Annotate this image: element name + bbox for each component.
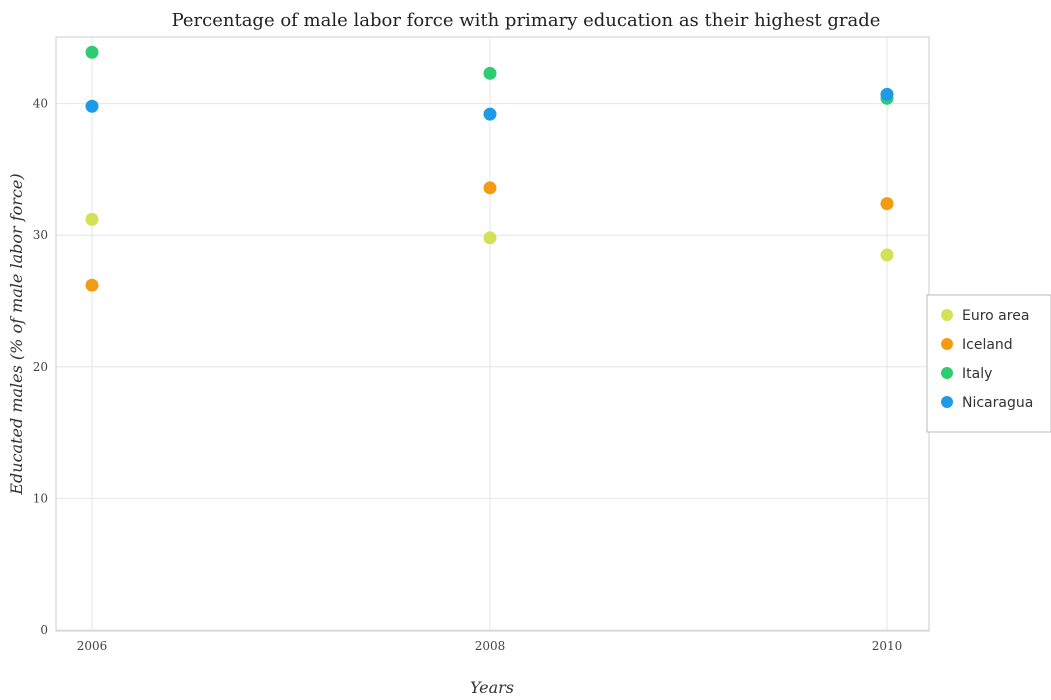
data-point bbox=[483, 107, 497, 121]
data-point bbox=[483, 181, 497, 195]
x-axis-ticks: 2006 2008 2010 bbox=[77, 639, 903, 653]
data-point bbox=[85, 278, 99, 292]
legend-label: Euro area bbox=[962, 308, 1029, 324]
series-euro-area bbox=[85, 212, 894, 262]
y-tick-label: 10 bbox=[33, 491, 48, 505]
legend-marker bbox=[941, 309, 953, 321]
chart-title: Percentage of male labor force with prim… bbox=[172, 10, 881, 31]
data-point bbox=[880, 248, 894, 262]
y-axis-label: Educated males (% of male labor force) bbox=[7, 173, 26, 495]
data-point bbox=[880, 87, 894, 101]
series-nicaragua bbox=[85, 87, 894, 121]
x-tick-label: 2006 bbox=[77, 639, 108, 653]
data-point bbox=[483, 66, 497, 80]
y-tick-label: 40 bbox=[33, 97, 48, 111]
legend-label: Iceland bbox=[962, 337, 1013, 353]
plot-frame bbox=[55, 36, 930, 632]
data-point bbox=[880, 197, 894, 211]
data-point bbox=[483, 231, 497, 245]
x-tick-label: 2010 bbox=[872, 639, 903, 653]
legend-label: Italy bbox=[962, 366, 992, 382]
data-points bbox=[85, 45, 894, 292]
y-axis-ticks: 0 10 20 30 40 bbox=[33, 97, 48, 637]
legend-marker bbox=[941, 367, 953, 379]
legend-label: Nicaragua bbox=[962, 395, 1033, 411]
legend-marker bbox=[941, 338, 953, 350]
grid-lines bbox=[56, 37, 929, 631]
series-iceland bbox=[85, 181, 894, 292]
legend-marker bbox=[941, 396, 953, 408]
y-tick-label: 30 bbox=[33, 228, 48, 242]
y-tick-label: 20 bbox=[33, 360, 48, 374]
x-axis-label: Years bbox=[470, 678, 514, 697]
legend: Euro area Iceland Italy Nicaragua bbox=[926, 294, 1051, 433]
data-point bbox=[85, 212, 99, 226]
data-point bbox=[85, 99, 99, 113]
data-point bbox=[85, 45, 99, 59]
x-tick-label: 2008 bbox=[475, 639, 506, 653]
y-tick-label: 0 bbox=[40, 623, 48, 637]
